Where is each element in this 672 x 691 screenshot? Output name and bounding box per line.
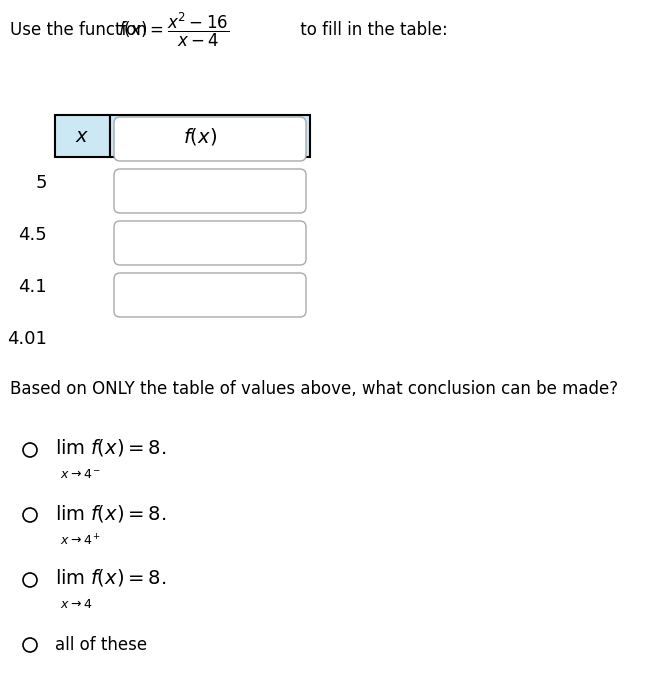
Text: $\lim \; f(x) = 8.$: $\lim \; f(x) = 8.$ (55, 502, 166, 524)
Text: $\lim \; f(x) = 8.$: $\lim \; f(x) = 8.$ (55, 437, 166, 459)
FancyBboxPatch shape (114, 273, 306, 317)
Text: 4.5: 4.5 (18, 226, 47, 244)
Text: all of these: all of these (55, 636, 147, 654)
Text: $x \to 4^+$: $x \to 4^+$ (60, 533, 101, 548)
FancyBboxPatch shape (55, 115, 110, 157)
Text: to fill in the table:: to fill in the table: (295, 21, 448, 39)
Text: Based on ONLY the table of values above, what conclusion can be made?: Based on ONLY the table of values above,… (10, 380, 618, 398)
Text: $x \to 4$: $x \to 4$ (60, 598, 92, 611)
Text: 5: 5 (36, 174, 47, 192)
FancyBboxPatch shape (114, 221, 306, 265)
Text: 4.01: 4.01 (7, 330, 47, 348)
FancyBboxPatch shape (110, 115, 310, 157)
Text: 4.1: 4.1 (18, 278, 47, 296)
Text: Use the function: Use the function (10, 21, 152, 39)
Text: $f(x) = \dfrac{x^2 - 16}{x - 4}$: $f(x) = \dfrac{x^2 - 16}{x - 4}$ (118, 11, 229, 49)
Text: $\lim \; f(x) = 8.$: $\lim \; f(x) = 8.$ (55, 567, 166, 589)
Text: $x \to 4^-$: $x \to 4^-$ (60, 468, 101, 481)
FancyBboxPatch shape (114, 117, 306, 161)
FancyBboxPatch shape (114, 169, 306, 213)
Text: $f(x)$: $f(x)$ (183, 126, 217, 146)
Text: $x$: $x$ (75, 126, 89, 146)
